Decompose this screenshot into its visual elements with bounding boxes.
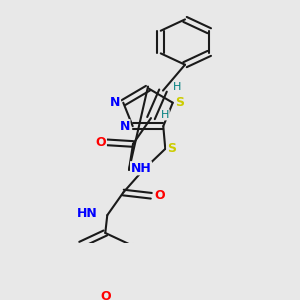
Text: NH: NH	[130, 162, 152, 175]
Text: N: N	[110, 96, 121, 109]
Text: H: H	[161, 110, 169, 120]
Text: S: S	[167, 142, 176, 155]
Text: S: S	[175, 96, 184, 109]
Text: O: O	[154, 189, 165, 202]
Text: O: O	[96, 136, 106, 149]
Text: H: H	[173, 82, 181, 92]
Text: N: N	[119, 120, 130, 133]
Text: O: O	[100, 290, 111, 300]
Text: HN: HN	[76, 207, 97, 220]
